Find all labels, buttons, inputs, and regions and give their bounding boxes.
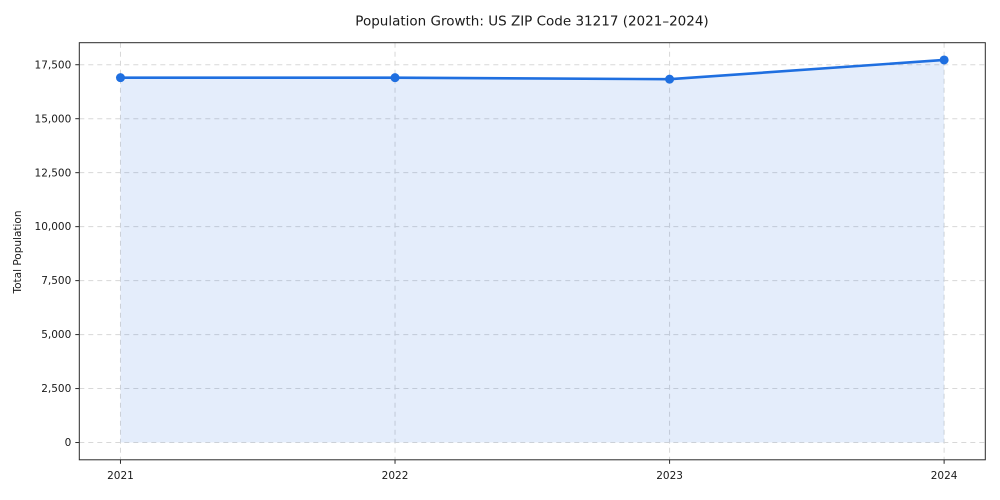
y-tick-label: 10,000 <box>35 221 72 233</box>
chart-title: Population Growth: US ZIP Code 31217 (20… <box>355 14 708 30</box>
x-tick-label: 2023 <box>656 470 683 482</box>
plot-border <box>78 42 986 461</box>
axis-layer: 0 2,500 5,000 7,500 10,000 12,500 15,000 17,500… <box>35 42 986 482</box>
x-tick-label: 2022 <box>382 470 409 482</box>
y-tick-label: 15,000 <box>35 113 72 125</box>
area-fill <box>120 59 945 443</box>
x-tick-label: 2021 <box>107 470 134 482</box>
grid-layer <box>79 42 986 460</box>
y-tick-label: 5,000 <box>41 329 71 341</box>
line-series <box>119 58 946 81</box>
y-tick-label: 12,500 <box>35 167 72 179</box>
y-tick-label: 17,500 <box>35 59 72 71</box>
y-tick-label: 0 <box>65 437 72 449</box>
y-tick-label: 7,500 <box>41 275 71 287</box>
x-tick-label: 2024 <box>931 470 958 482</box>
y-axis-label: Total Population <box>12 210 24 294</box>
line-series-layer <box>119 58 946 81</box>
data-point <box>115 73 125 83</box>
data-point-layer <box>115 55 949 84</box>
data-point <box>939 55 949 65</box>
data-point <box>665 74 675 84</box>
data-point <box>390 73 400 83</box>
area-fill-layer <box>120 59 945 443</box>
y-tick-label: 2,500 <box>41 383 71 395</box>
